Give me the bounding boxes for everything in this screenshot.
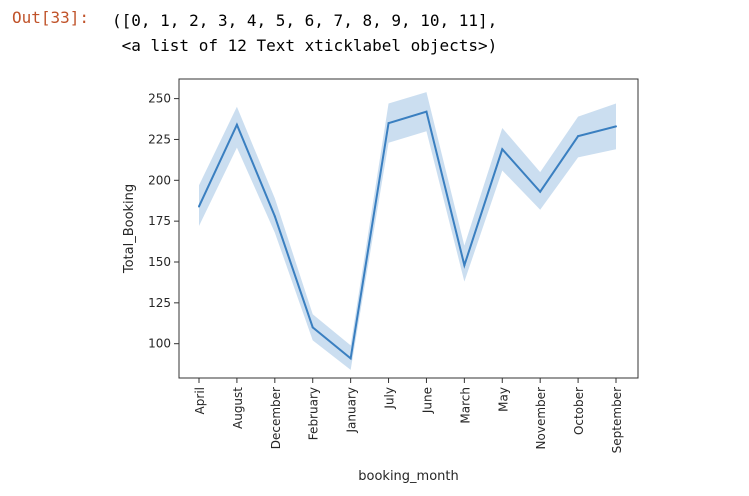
data-point-august <box>235 123 238 126</box>
series-line <box>198 110 617 361</box>
data-point-june <box>425 110 428 113</box>
y-tick-label-175: 175 <box>148 214 171 228</box>
x-tick-label-march: March <box>458 387 472 424</box>
x-tick-label-april: April <box>193 387 207 414</box>
x-tick-label-november: November <box>534 387 548 449</box>
data-point-october <box>577 135 580 138</box>
x-tick-label-may: May <box>496 387 510 412</box>
x-axis-label: booking_month <box>358 469 458 484</box>
x-tick-label-august: August <box>231 387 245 429</box>
y-tick-label-225: 225 <box>148 132 171 146</box>
y-tick-label-200: 200 <box>148 173 171 187</box>
y-axis-label: Total_Booking <box>122 184 137 274</box>
x-tick-label-october: October <box>572 387 586 435</box>
x-tick-label-september: September <box>610 387 624 453</box>
output-text: ([0, 1, 2, 3, 4, 5, 6, 7, 8, 9, 10, 11],… <box>112 8 497 58</box>
x-tick-label-february: February <box>307 387 321 440</box>
y-tick-label-250: 250 <box>148 92 171 106</box>
data-point-december <box>273 215 276 218</box>
data-point-january <box>349 357 352 360</box>
data-point-april <box>198 205 200 208</box>
data-point-may <box>501 148 504 151</box>
confidence-band <box>199 92 616 370</box>
x-tick-label-december: December <box>269 387 283 449</box>
data-point-july <box>387 122 390 125</box>
output-line-2: <a list of 12 Text xticklabel objects>) <box>112 36 498 55</box>
data-point-march <box>463 264 466 267</box>
data-point-february <box>311 326 314 329</box>
data-point-november <box>539 190 542 193</box>
data-point-september <box>615 125 617 128</box>
output-prompt: Out[33]: <box>12 8 90 27</box>
y-tick-label-150: 150 <box>148 255 171 269</box>
plot-frame <box>178 78 639 379</box>
output-line-1: ([0, 1, 2, 3, 4, 5, 6, 7, 8, 9, 10, 11], <box>112 11 498 30</box>
x-tick-label-june: June <box>420 387 434 414</box>
y-tick-label-100: 100 <box>148 337 171 351</box>
x-tick-label-july: July <box>383 387 397 410</box>
y-tick-label-125: 125 <box>148 296 171 310</box>
x-tick-label-january: January <box>345 387 359 434</box>
